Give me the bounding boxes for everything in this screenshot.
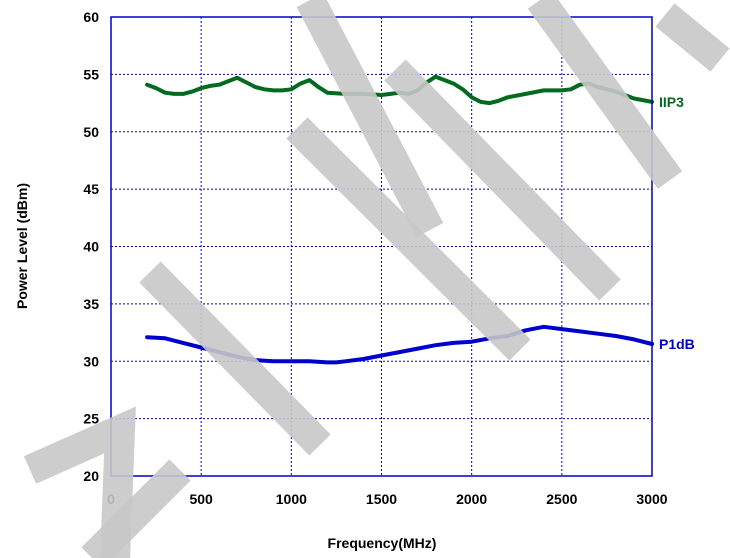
x-tick-label-6: 3000 [636,491,667,507]
watermark-stroke-5 [384,59,621,301]
y-tick-label-2: 30 [83,353,99,369]
watermark-stroke-4 [296,0,444,237]
watermark-stroke-1 [23,406,136,558]
series-label-p1db: P1dB [659,336,695,352]
y-tick-label-1: 25 [83,411,99,427]
y-tick-label-3: 35 [83,296,99,312]
watermark-stroke-7 [655,3,730,72]
series-labels: IIP3 P1dB [659,94,695,352]
x-tick-label-4: 2000 [456,491,487,507]
y-tick-label-0: 20 [83,468,99,484]
y-tick-label-7: 55 [83,66,99,82]
series-line-iip3 [145,74,654,106]
y-tick-label-5: 45 [83,181,99,197]
x-tick-label-1: 500 [189,491,213,507]
watermark-stroke-2 [139,261,331,456]
series-label-iip3: IIP3 [659,94,684,110]
x-tick-label-3: 1500 [366,491,397,507]
y-tick-label-8: 60 [83,9,99,25]
watermark [23,0,730,558]
x-tick-label-2: 1000 [276,491,307,507]
watermark-stroke-3 [286,117,531,361]
x-axis-label: Frequency(MHz) [328,535,437,551]
plot-frame [110,16,653,477]
y-tick-label-4: 40 [83,239,99,255]
plot-border [110,16,653,477]
x-tick-label-5: 2500 [546,491,577,507]
y-tick-label-6: 50 [83,124,99,140]
watermark-stroke-6 [527,0,683,189]
y-axis-label: Power Level (dBm) [14,183,30,309]
